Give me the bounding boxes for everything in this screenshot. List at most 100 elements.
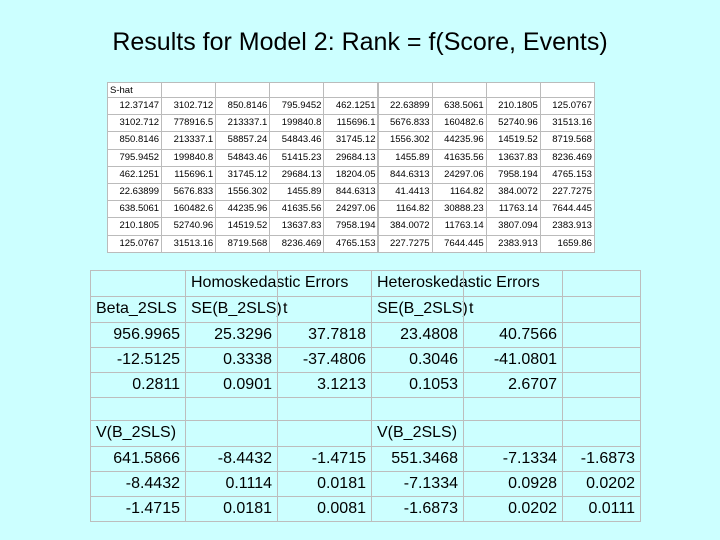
empty-cell [269, 82, 325, 98]
column-header: SE(B_2SLS) [185, 296, 282, 323]
shat-value: 51415.23 [269, 148, 325, 167]
vcov-value: 0.0181 [185, 496, 278, 522]
shat-value: 31745.12 [323, 131, 379, 150]
vcov-value: 0.0202 [463, 496, 563, 522]
shat-value: 8236.469 [539, 148, 595, 167]
shat-value: 7958.194 [485, 165, 541, 184]
shat-value: 41635.56 [269, 200, 325, 219]
shat-value: 7644.445 [431, 234, 487, 253]
shat-value: 7644.445 [539, 200, 595, 219]
empty-cell [277, 397, 372, 421]
shat-value: 14519.52 [485, 131, 541, 150]
empty-cell [562, 322, 641, 348]
vcov-header: V(B_2SLS) [90, 420, 186, 447]
shat-value: 31513.16 [161, 234, 217, 253]
shat-value: 850.8146 [107, 131, 163, 150]
empty-cell [90, 270, 186, 297]
empty-cell [371, 397, 464, 421]
shat-value: 227.7275 [539, 183, 595, 202]
shat-value: 115696.1 [161, 165, 217, 184]
shat-value: 12.37147 [107, 97, 163, 116]
shat-value: 227.7275 [377, 234, 433, 253]
shat-value: 199840.8 [161, 148, 217, 167]
shat-value: 384.0072 [485, 183, 541, 202]
shat-value: 29684.13 [269, 165, 325, 184]
empty-cell [377, 82, 433, 98]
vcov-value: 0.0081 [277, 496, 372, 522]
vcov-value: 0.0111 [562, 496, 641, 522]
shat-value: 24297.06 [431, 165, 487, 184]
shat-value: 1455.89 [377, 148, 433, 167]
vcov-value: -1.6873 [371, 496, 464, 522]
shat-value: 115696.1 [323, 114, 379, 133]
vcov-value: 641.5866 [90, 446, 186, 472]
shat-value: 29684.13 [323, 148, 379, 167]
shat-value: 3102.712 [107, 114, 163, 133]
shat-value: 14519.52 [215, 217, 271, 236]
shat-value: 31513.16 [539, 114, 595, 133]
shat-value: 638.5061 [107, 200, 163, 219]
shat-value: 160482.6 [161, 200, 217, 219]
empty-cell [463, 397, 563, 421]
shat-value: 160482.6 [431, 114, 487, 133]
vcov-value: 0.0202 [562, 471, 641, 497]
shat-value: 41635.56 [431, 148, 487, 167]
estimate-value: 25.3296 [185, 322, 278, 348]
shat-value: 58857.24 [215, 131, 271, 150]
shat-value: 638.5061 [431, 97, 487, 116]
shat-value: 213337.1 [215, 114, 271, 133]
shat-value: 795.9452 [269, 97, 325, 116]
shat-value: 8236.469 [269, 234, 325, 253]
vcov-value: -1.4715 [90, 496, 186, 522]
shat-value: 3102.712 [161, 97, 217, 116]
empty-cell [215, 82, 271, 98]
empty-cell [185, 420, 278, 447]
estimate-value: -12.5125 [90, 347, 186, 373]
estimate-value: 23.4808 [371, 322, 464, 348]
shat-value: 1556.302 [215, 183, 271, 202]
group-header: Heteroskedastic Errors [371, 270, 540, 297]
estimate-value: 2.6707 [463, 372, 563, 398]
vcov-header: V(B_2SLS) [371, 420, 464, 447]
slide-title: Results for Model 2: Rank = f(Score, Eve… [112, 28, 608, 56]
shat-value: 22.63899 [107, 183, 163, 202]
estimate-value: 40.7566 [463, 322, 563, 348]
shat-value: 1164.82 [431, 183, 487, 202]
shat-value: 8719.568 [539, 131, 595, 150]
shat-value: 54843.46 [269, 131, 325, 150]
empty-cell [90, 397, 186, 421]
shat-value: 125.0767 [539, 97, 595, 116]
empty-cell [161, 82, 217, 98]
shat-value: 1164.82 [377, 200, 433, 219]
shat-value: 18204.05 [323, 165, 379, 184]
shat-value: 850.8146 [215, 97, 271, 116]
empty-cell [562, 420, 641, 447]
shat-value: 7958.194 [323, 217, 379, 236]
empty-cell [431, 82, 487, 98]
empty-cell [185, 397, 278, 421]
shat-value: 384.0072 [377, 217, 433, 236]
empty-cell [323, 82, 379, 98]
shat-value: 44235.96 [215, 200, 271, 219]
estimate-value: 37.7818 [277, 322, 372, 348]
column-header: t [463, 296, 563, 323]
shat-value: 795.9452 [107, 148, 163, 167]
vcov-value: 551.3468 [371, 446, 464, 472]
vcov-value: -7.1334 [371, 471, 464, 497]
shat-value: 31745.12 [215, 165, 271, 184]
column-header: SE(B_2SLS) [371, 296, 468, 323]
vcov-value: -8.4432 [90, 471, 186, 497]
empty-cell [277, 420, 372, 447]
shat-value: 30888.23 [431, 200, 487, 219]
vcov-value: -1.4715 [277, 446, 372, 472]
shat-value: 778916.5 [161, 114, 217, 133]
shat-value: 199840.8 [269, 114, 325, 133]
shat-value: 13637.83 [485, 148, 541, 167]
vcov-value: -8.4432 [185, 446, 278, 472]
estimate-value: -41.0801 [463, 347, 563, 373]
shat-value: 8719.568 [215, 234, 271, 253]
shat-value: 2383.913 [485, 234, 541, 253]
shat-value: 5676.833 [161, 183, 217, 202]
empty-cell [562, 270, 641, 297]
